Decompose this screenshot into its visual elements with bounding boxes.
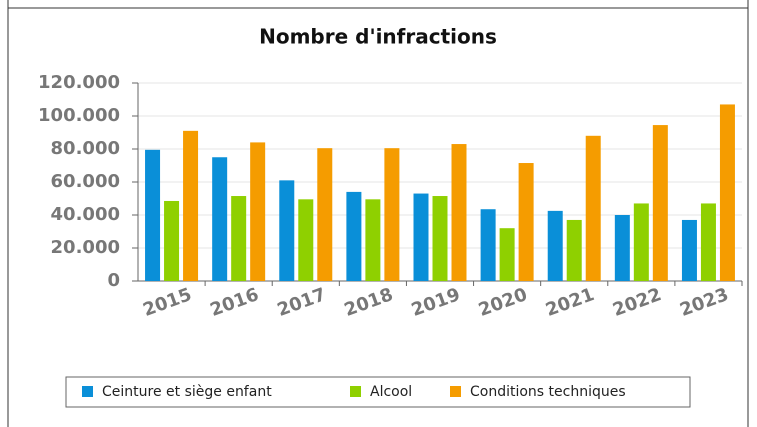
bar: [317, 148, 333, 281]
bar: [432, 196, 448, 281]
bar: [633, 203, 649, 281]
bar: [518, 163, 534, 281]
legend-swatch: [350, 386, 361, 397]
bar: [566, 219, 582, 281]
bar: [212, 157, 228, 281]
y-tick-label: 80.000: [51, 138, 120, 159]
x-tick-label: 2019: [409, 284, 463, 321]
bar: [451, 144, 467, 281]
legend: [65, 376, 691, 408]
y-tick-label: 0: [107, 270, 120, 291]
bar: [384, 148, 400, 281]
bar: [614, 215, 630, 281]
bar: [499, 228, 515, 281]
x-tick-label: 2017: [274, 284, 328, 321]
legend-swatch: [82, 386, 93, 397]
legend-label: Alcool: [370, 384, 412, 400]
y-tick-label: 40.000: [51, 204, 120, 225]
bar: [183, 130, 199, 281]
frame: [7, 0, 749, 427]
chart-title: Nombre d'infractions: [259, 25, 497, 49]
y-tick-label: 60.000: [51, 171, 120, 192]
bar: [681, 219, 697, 281]
bar: [652, 125, 668, 281]
bar: [480, 209, 496, 281]
bar: [250, 142, 266, 281]
x-tick-label: 2022: [610, 284, 664, 321]
x-tick-label: 2020: [476, 284, 530, 321]
bar: [298, 199, 314, 281]
y-tick-label: 20.000: [51, 237, 120, 258]
x-tick-label: 2023: [677, 284, 731, 321]
x-tick-label: 2021: [543, 284, 597, 321]
bar: [547, 210, 563, 281]
bar: [346, 191, 362, 281]
bar: [279, 180, 295, 281]
bar: [700, 203, 716, 281]
bar: [231, 196, 247, 281]
bar: [164, 200, 180, 281]
bar: [719, 104, 735, 281]
legend-swatch: [450, 386, 461, 397]
y-tick-label: 120.000: [38, 72, 120, 93]
bar: [585, 135, 601, 281]
legend-label: Ceinture et siège enfant: [102, 384, 272, 400]
x-tick-label: 2016: [207, 284, 261, 321]
bar: [365, 199, 381, 281]
bar: [413, 193, 429, 281]
legend-label: Conditions techniques: [470, 384, 626, 400]
y-tick-label: 100.000: [38, 105, 120, 126]
x-tick-label: 2018: [342, 284, 396, 321]
bar: [145, 149, 161, 281]
x-tick-label: 2015: [140, 284, 194, 321]
